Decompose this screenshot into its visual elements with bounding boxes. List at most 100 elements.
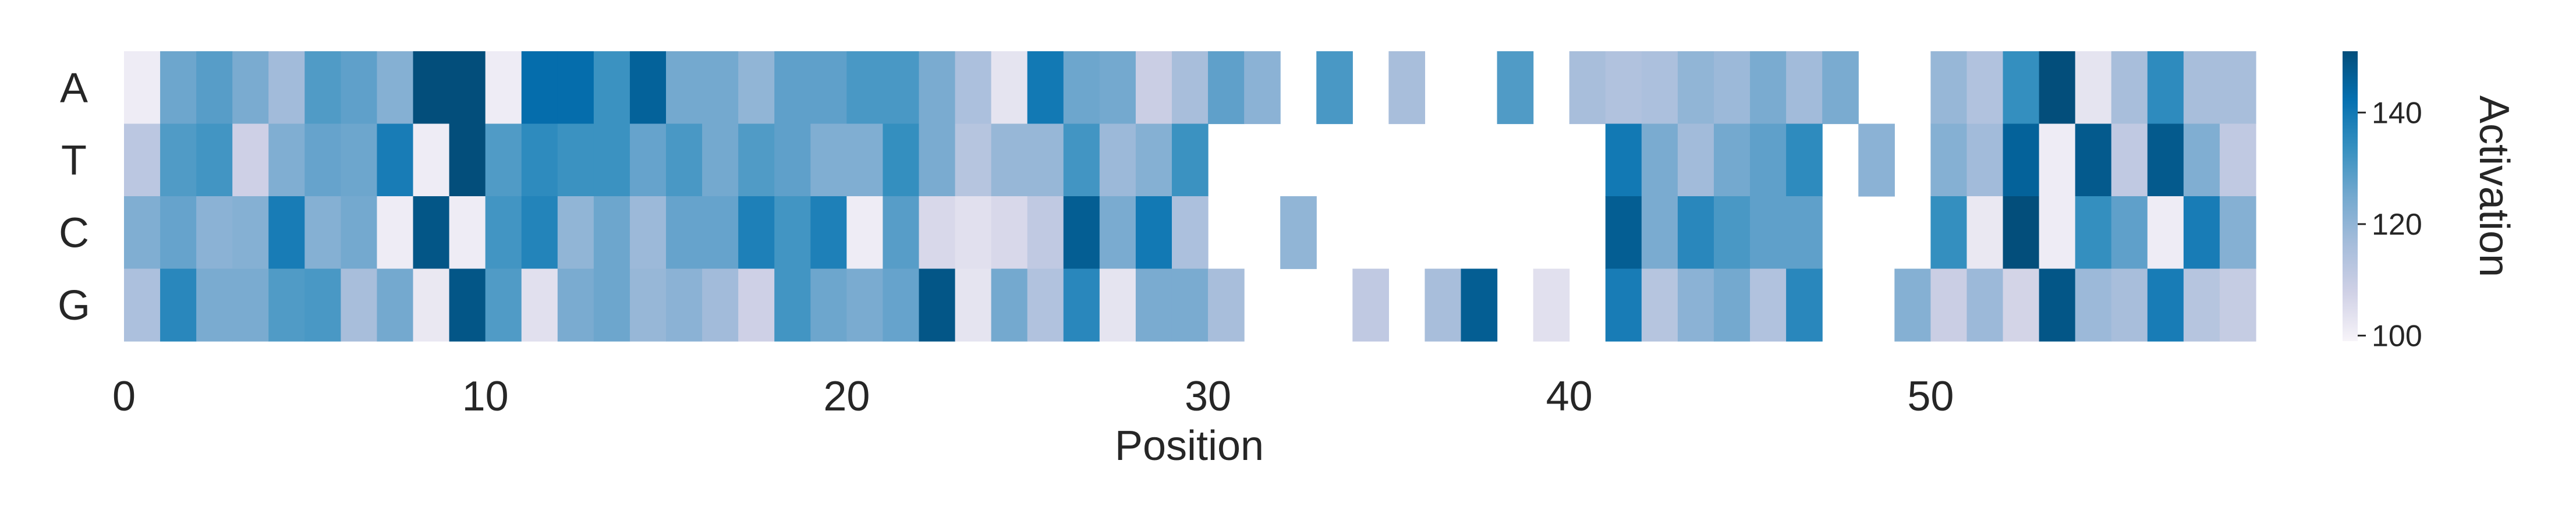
colorbar-gradient (2343, 51, 2358, 341)
heatmap-cell (883, 51, 920, 125)
heatmap-cell (160, 196, 197, 270)
heatmap-cell (1750, 123, 1787, 197)
heatmap-cell (2111, 268, 2148, 342)
heatmap-cell (1208, 51, 1245, 125)
heatmap-cell (2003, 268, 2040, 342)
heatmap-cell (1063, 268, 1100, 342)
heatmap-cell (557, 196, 594, 270)
heatmap-cell (304, 196, 342, 270)
heatmap-cell (2039, 196, 2076, 270)
x-tick-label: 0 (112, 373, 136, 420)
heatmap-cell (1461, 268, 1498, 342)
heatmap-cell (304, 51, 342, 125)
heatmap-cell (1280, 196, 1317, 270)
heatmap-cell (593, 196, 630, 270)
heatmap-cell (521, 51, 558, 125)
heatmap-cell (1135, 196, 1172, 270)
heatmap-cell (2003, 196, 2040, 270)
heatmap-cell (1135, 268, 1172, 342)
colorbar-tick-label: 120 (2372, 208, 2422, 242)
heatmap-cell (774, 268, 811, 342)
heatmap-cell (1750, 268, 1787, 342)
heatmap-cell (1641, 268, 1678, 342)
heatmap-cell (991, 51, 1028, 125)
heatmap-cell (2183, 123, 2220, 197)
heatmap-cell (774, 51, 811, 125)
heatmap-cell (1930, 123, 1968, 197)
heatmap-cell (2219, 268, 2256, 342)
heatmap-cell (1171, 196, 1209, 270)
heatmap-cell (1966, 268, 2004, 342)
heatmap-cell (1930, 51, 1968, 125)
heatmap-cell (1171, 268, 1209, 342)
heatmap-cell (2003, 123, 2040, 197)
heatmap-cell (774, 196, 811, 270)
heatmap-cell (810, 123, 847, 197)
heatmap-cell (2183, 196, 2220, 270)
heatmap-cell (738, 196, 775, 270)
heatmap-cell (1063, 123, 1100, 197)
heatmap-cell (160, 123, 197, 197)
heatmap-cell (991, 123, 1028, 197)
heatmap-cell (1388, 51, 1426, 125)
heatmap-cell (2003, 51, 2040, 125)
heatmap-cell (846, 268, 884, 342)
heatmap-cell (1171, 51, 1209, 125)
heatmap-cell (1677, 123, 1714, 197)
x-axis-label: Position (1115, 423, 1264, 469)
heatmap-cell (2219, 51, 2256, 125)
heatmap-cell (304, 123, 342, 197)
heatmap-cell (774, 123, 811, 197)
heatmap-cell (2111, 51, 2148, 125)
row-label: C (59, 210, 89, 256)
heatmap-cell (232, 123, 269, 197)
heatmap-cell (196, 196, 233, 270)
heatmap-cell (846, 196, 884, 270)
heatmap-cell (449, 268, 486, 342)
heatmap-cell (2147, 196, 2184, 270)
row-label: G (58, 282, 90, 329)
heatmap-cell (1966, 51, 2004, 125)
heatmap-cell (449, 196, 486, 270)
heatmap-cell (1786, 51, 1823, 125)
heatmap-cell (1750, 196, 1787, 270)
heatmap-cell (2039, 268, 2076, 342)
heatmap-cell (2147, 51, 2184, 125)
heatmap-cell (196, 268, 233, 342)
heatmap-cell (1425, 268, 1462, 342)
heatmap-cell (593, 51, 630, 125)
heatmap-cell (1063, 51, 1100, 125)
heatmap-cell (521, 196, 558, 270)
heatmap-cell (955, 51, 992, 125)
heatmap-cell (1605, 51, 1642, 125)
heatmap-cell (738, 268, 775, 342)
heatmap-cell (883, 123, 920, 197)
heatmap-cell (485, 268, 522, 342)
heatmap-cell (1713, 123, 1751, 197)
heatmap-cell (2111, 196, 2148, 270)
heatmap-cell (629, 268, 667, 342)
x-tick-label: 10 (462, 373, 509, 420)
heatmap-cell (1099, 51, 1136, 125)
heatmap-cell (810, 196, 847, 270)
heatmap-cell (702, 51, 739, 125)
heatmap-cell (2039, 51, 2076, 125)
heatmap-cell (124, 51, 161, 125)
heatmap-cell (449, 51, 486, 125)
heatmap-cell (1966, 196, 2004, 270)
heatmap-cell (485, 196, 522, 270)
row-label: T (61, 137, 87, 184)
heatmap-cell (557, 123, 594, 197)
heatmap-cell (341, 196, 378, 270)
heatmap-cell (1208, 268, 1245, 342)
heatmap-cell (2183, 268, 2220, 342)
heatmap-cell (883, 196, 920, 270)
heatmap-cell (738, 123, 775, 197)
heatmap-cell (1750, 51, 1787, 125)
heatmap-cell (2075, 123, 2112, 197)
colorbar-ticks: 100 120 140 (2358, 96, 2422, 353)
row-label: A (60, 65, 88, 111)
x-axis-ticks: 0 10 20 30 40 50 (112, 373, 1954, 420)
heatmap-cell (341, 51, 378, 125)
